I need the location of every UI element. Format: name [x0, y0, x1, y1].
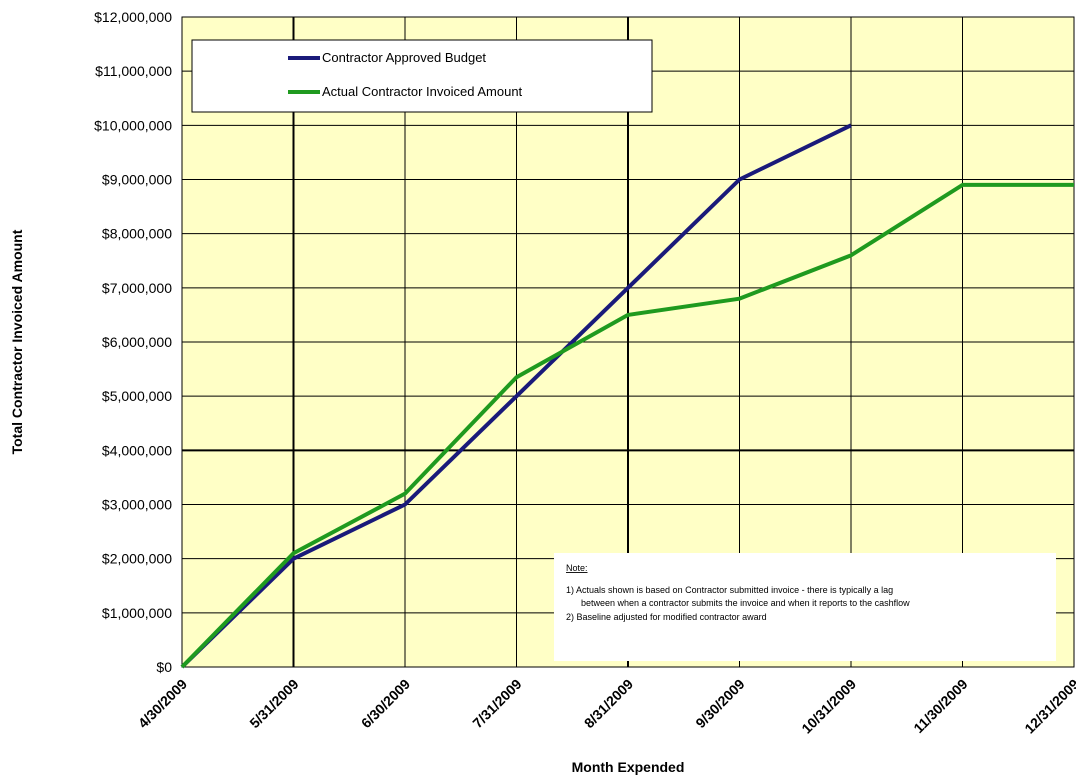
x-axis-title: Month Expended	[572, 759, 685, 775]
legend-label-actual: Actual Contractor Invoiced Amount	[322, 84, 523, 99]
series-line-actual	[180, 182, 1074, 669]
x-tick-label: 5/31/2009	[246, 676, 302, 732]
x-tick-label: 10/31/2009	[798, 676, 859, 737]
y-axis-ticks: $0 $1,000,000 $2,000,000 $3,000,000 $4,000,0…	[94, 9, 172, 675]
x-tick-label: 12/31/2009	[1021, 676, 1076, 737]
note-line-3: 2) Baseline adjusted for modified contra…	[566, 612, 767, 622]
y-tick-label: $5,000,000	[102, 388, 172, 404]
y-tick-label: $4,000,000	[102, 442, 172, 458]
x-tick-label: 11/30/2009	[910, 676, 970, 736]
legend-label-budget: Contractor Approved Budget	[322, 50, 486, 65]
note-line-1: 1) Actuals shown is based on Contractor …	[566, 585, 893, 595]
y-tick-label: $6,000,000	[102, 334, 172, 350]
note-box: Note: 1) Actuals shown is based on Contr…	[554, 553, 1056, 661]
note-line-2: between when a contractor submits the in…	[581, 598, 910, 608]
series-line-budget	[180, 123, 852, 669]
y-tick-label: $3,000,000	[102, 497, 172, 513]
x-tick-label: 8/31/2009	[581, 676, 637, 732]
x-tick-label: 9/30/2009	[692, 676, 748, 732]
series-lines	[180, 123, 1074, 669]
y-tick-label: $11,000,000	[95, 63, 172, 79]
y-tick-label: $1,000,000	[102, 605, 172, 621]
x-tick-label: 7/31/2009	[469, 676, 525, 732]
legend: Contractor Approved Budget Actual Contra…	[191, 39, 653, 113]
y-tick-label: $9,000,000	[102, 172, 172, 188]
y-tick-label: $8,000,000	[102, 226, 172, 242]
y-tick-label: $10,000,000	[94, 117, 172, 133]
y-tick-label: $12,000,000	[94, 9, 172, 25]
x-tick-label: 4/30/2009	[135, 676, 191, 732]
y-tick-label: $0	[156, 659, 172, 675]
y-axis-title: Total Contractor Invoiced Amount	[9, 229, 25, 454]
y-tick-label: $7,000,000	[102, 280, 172, 296]
gridlines	[182, 16, 1075, 668]
legend-box	[191, 39, 653, 113]
x-tick-label: 6/30/2009	[358, 676, 414, 732]
y-tick-label: $2,000,000	[102, 551, 172, 567]
note-box-background	[554, 553, 1056, 661]
x-axis-ticks: 4/30/2009 5/31/2009 6/30/2009 7/31/2009 8/31…	[135, 676, 1076, 737]
note-title: Note:	[566, 563, 588, 573]
